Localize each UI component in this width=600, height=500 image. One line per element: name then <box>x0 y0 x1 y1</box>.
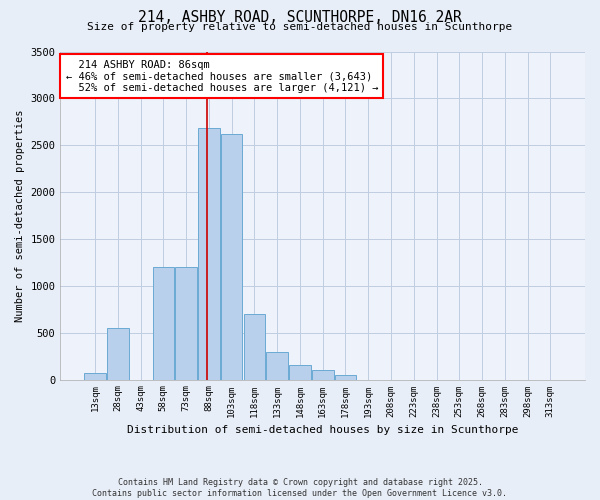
Text: Size of property relative to semi-detached houses in Scunthorpe: Size of property relative to semi-detach… <box>88 22 512 32</box>
Bar <box>221 134 242 380</box>
Bar <box>244 314 265 380</box>
Bar <box>198 128 220 380</box>
Bar <box>335 375 356 380</box>
Bar <box>289 366 311 380</box>
Bar <box>175 267 197 380</box>
Bar <box>266 352 288 380</box>
Bar <box>107 328 128 380</box>
X-axis label: Distribution of semi-detached houses by size in Scunthorpe: Distribution of semi-detached houses by … <box>127 425 518 435</box>
Text: 214 ASHBY ROAD: 86sqm
← 46% of semi-detached houses are smaller (3,643)
  52% of: 214 ASHBY ROAD: 86sqm ← 46% of semi-deta… <box>65 60 378 93</box>
Text: Contains HM Land Registry data © Crown copyright and database right 2025.
Contai: Contains HM Land Registry data © Crown c… <box>92 478 508 498</box>
Bar <box>312 370 334 380</box>
Bar <box>84 372 106 380</box>
Bar <box>152 267 174 380</box>
Text: 214, ASHBY ROAD, SCUNTHORPE, DN16 2AR: 214, ASHBY ROAD, SCUNTHORPE, DN16 2AR <box>138 10 462 25</box>
Y-axis label: Number of semi-detached properties: Number of semi-detached properties <box>15 110 25 322</box>
